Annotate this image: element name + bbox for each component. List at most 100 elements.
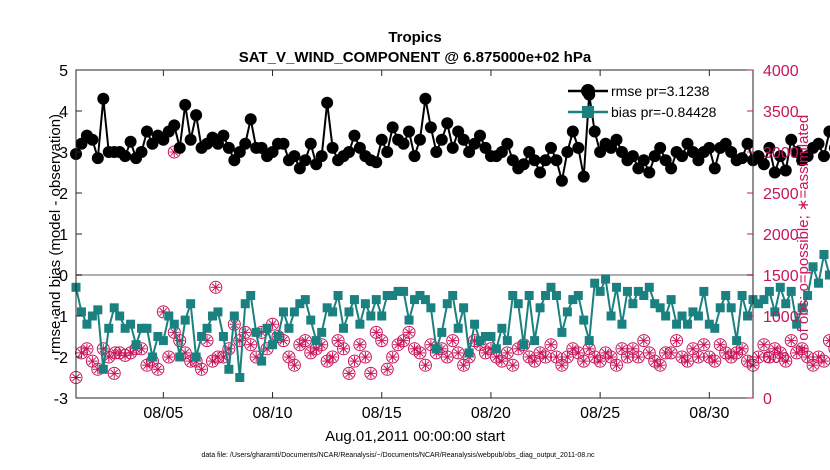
rmse-point — [446, 141, 459, 154]
bias-point — [612, 282, 622, 292]
bias-point — [699, 286, 709, 296]
obs-assimilated-marker — [535, 347, 546, 358]
bias-point — [590, 278, 600, 288]
obs-assimilated-marker — [764, 352, 775, 362]
rmse-point — [179, 98, 192, 111]
bias-point — [824, 270, 830, 280]
bias-point — [240, 299, 250, 309]
rmse-point — [555, 174, 568, 187]
bias-point — [693, 311, 703, 321]
x-tick-label: 08/15 — [362, 405, 402, 422]
bias-point — [775, 282, 785, 292]
obs-assimilated-marker — [327, 352, 338, 362]
obs-assimilated-marker — [780, 356, 791, 367]
bias-point — [710, 323, 720, 333]
bias-point — [486, 332, 496, 341]
obs-assimilated-marker — [633, 352, 644, 362]
y-left-tick-label: -1 — [54, 309, 68, 326]
obs-assimilated-marker — [458, 360, 469, 371]
bias-point — [682, 319, 692, 329]
obs-assimilated-marker — [152, 364, 163, 375]
bias-point — [737, 291, 747, 300]
bias-point — [513, 299, 523, 309]
bias-point — [655, 303, 665, 313]
rmse-point — [501, 137, 514, 150]
obs-assimilated-marker — [210, 282, 221, 293]
obs-possible-marker — [342, 366, 356, 380]
y-right-tick-label: 500 — [763, 350, 790, 367]
obs-assimilated-marker — [666, 347, 677, 358]
obs-assimilated-marker — [163, 352, 174, 362]
bias-point — [300, 295, 310, 305]
obs-assimilated-marker — [387, 352, 398, 362]
bias-point — [808, 262, 818, 272]
y-right-tick-label: 3500 — [763, 104, 799, 121]
rmse-point — [550, 154, 563, 167]
y-left-tick-label: 5 — [59, 63, 68, 80]
obs-possible-marker — [209, 280, 223, 294]
rmse-point — [588, 125, 601, 138]
obs-possible-marker — [238, 325, 252, 339]
bias-point — [229, 311, 239, 321]
bias-point — [82, 319, 92, 329]
bias-point — [420, 295, 430, 305]
bias-point — [650, 299, 660, 309]
bias-point — [76, 307, 86, 317]
bias-point — [410, 295, 419, 305]
rmse-point — [375, 133, 388, 146]
bias-point — [797, 303, 807, 313]
obs-assimilated-marker — [322, 356, 333, 367]
rmse-point — [397, 137, 410, 150]
obs-possible-marker — [506, 358, 520, 372]
rmse-point — [124, 135, 137, 148]
y-left-tick-label: 2 — [59, 186, 68, 203]
bias-point — [164, 311, 174, 321]
rmse-point — [413, 133, 426, 146]
obs-possible-marker — [708, 354, 722, 368]
obs-assimilated-marker — [808, 360, 819, 371]
bias-point — [322, 303, 332, 313]
bias-point — [453, 323, 463, 333]
obs-assimilated-marker — [720, 347, 731, 358]
rmse-point — [168, 119, 181, 132]
rmse-point — [817, 150, 830, 163]
obs-count-series — [69, 145, 830, 384]
obs-assimilated-marker — [409, 343, 420, 354]
bias-point — [382, 291, 392, 300]
obs-possible-marker — [173, 334, 187, 348]
bias-point — [480, 332, 490, 341]
rmse-point — [315, 150, 328, 163]
rmse-point — [637, 154, 650, 167]
bias-point — [268, 340, 278, 350]
obs-assimilated-marker — [76, 347, 87, 358]
bias-point — [633, 286, 643, 296]
obs-assimilated-marker — [595, 356, 606, 367]
obs-assimilated-marker — [300, 335, 311, 346]
obs-assimilated-marker — [742, 356, 753, 367]
obs-possible-marker — [337, 342, 351, 356]
rmse-point — [610, 133, 623, 146]
obs-assimilated-marker — [649, 356, 660, 367]
obs-assimilated-marker — [556, 360, 567, 371]
bias-point — [584, 336, 594, 346]
bias-point — [568, 295, 578, 305]
legend-rmse-label: rmse pr=3.1238 — [611, 83, 710, 99]
rmse-point — [528, 154, 541, 167]
legend-bias-marker — [582, 106, 594, 118]
obs-assimilated-marker — [677, 352, 688, 362]
obs-assimilated-marker — [393, 339, 404, 350]
obs-assimilated-marker — [283, 352, 294, 362]
bias-point — [317, 327, 327, 337]
bias-point — [562, 307, 572, 317]
bias-point — [142, 323, 152, 333]
rmse-point — [190, 109, 203, 122]
rmse-point — [561, 146, 574, 158]
obs-assimilated-marker — [453, 347, 464, 358]
bias-point — [502, 336, 512, 346]
x-tick-label: 08/25 — [580, 405, 620, 422]
rmse-point — [626, 150, 639, 163]
bias-point — [87, 311, 97, 321]
obs-assimilated-marker — [715, 339, 726, 350]
rmse-point — [665, 162, 678, 175]
bias-point — [131, 340, 141, 350]
